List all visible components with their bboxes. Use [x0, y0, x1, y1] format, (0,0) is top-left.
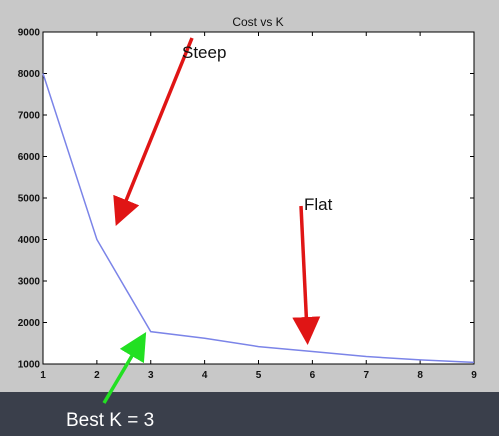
best-k-label: Best K = 3 — [66, 410, 155, 431]
x-axis-ticks: 1 2 3 4 5 6 7 8 9 — [40, 32, 477, 381]
x-tick-label: 4 — [202, 370, 208, 381]
plot-area — [42, 31, 475, 365]
best-k-arrow — [102, 331, 147, 404]
y-tick-label: 3000 — [18, 277, 41, 288]
y-tick-label: 7000 — [18, 111, 41, 122]
y-tick-label: 2000 — [18, 318, 41, 329]
x-tick-label: 5 — [256, 370, 262, 381]
flat-label: Flat — [304, 195, 333, 214]
y-tick-label: 5000 — [18, 194, 41, 205]
x-tick-label: 2 — [94, 370, 100, 381]
y-tick-label: 9000 — [18, 28, 41, 39]
cost-series-line — [42, 73, 475, 364]
x-tick-label: 3 — [148, 370, 154, 381]
y-axis-ticks: 1000 2000 3000 4000 5000 6000 7000 8000 9000 — [18, 28, 474, 371]
y-tick-label: 8000 — [18, 69, 41, 80]
x-tick-label: 7 — [363, 370, 369, 381]
y-tick-label: 6000 — [18, 152, 41, 163]
steep-label: Steep — [182, 43, 226, 62]
x-tick-label: 6 — [310, 370, 316, 381]
chart-title: Cost vs K — [232, 15, 283, 29]
steep-arrow — [113, 37, 194, 226]
y-tick-label: 4000 — [18, 235, 41, 246]
x-tick-label: 9 — [471, 370, 477, 381]
flat-arrow — [292, 205, 321, 345]
y-tick-label: 1000 — [18, 360, 41, 371]
x-tick-label: 1 — [40, 370, 46, 381]
x-tick-label: 8 — [417, 370, 423, 381]
